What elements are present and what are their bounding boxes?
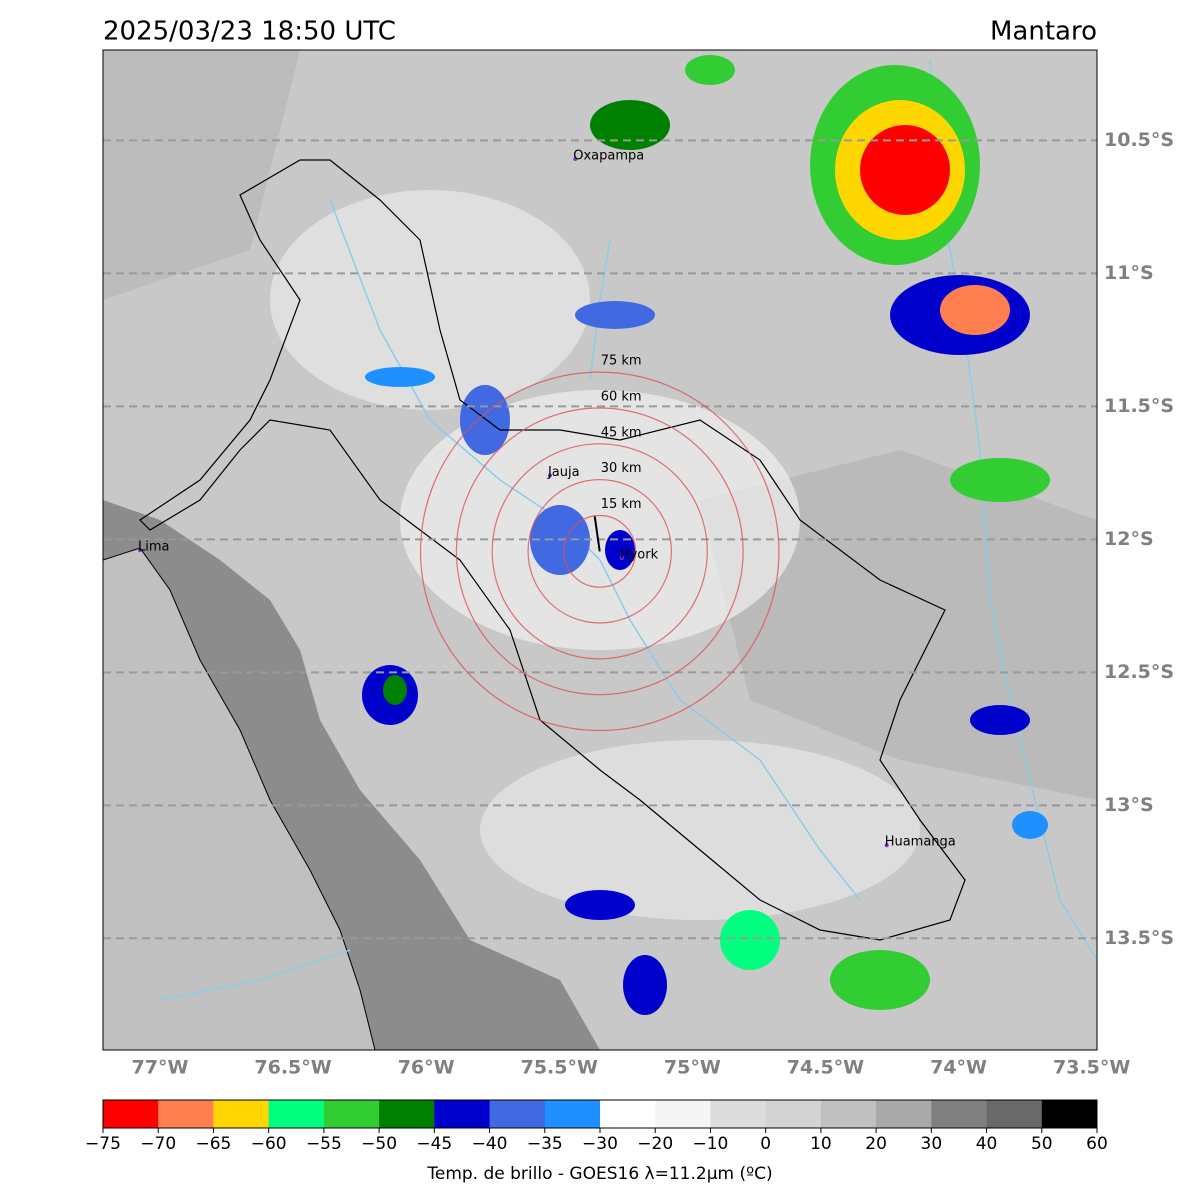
x-tick-label: 75°W: [664, 1057, 721, 1079]
colorbar-swatch: [655, 1100, 711, 1128]
colorbar-tick-label: 0: [760, 1134, 771, 1154]
map-frame: [102, 49, 1098, 1051]
colorbar-tick-label: 40: [976, 1134, 998, 1154]
ring-label: 15 km: [601, 497, 642, 512]
city-label: Jauja: [547, 465, 580, 480]
x-tick-label: 74°W: [930, 1057, 987, 1079]
colorbar-tick-label: −55: [306, 1134, 342, 1154]
colorbar-tick-label: 20: [865, 1134, 887, 1154]
range-ring: [563, 514, 637, 588]
y-tick-label: 11.5°S: [1104, 395, 1174, 417]
colorbar-swatch: [876, 1100, 932, 1128]
colorbar-tick-label: −65: [195, 1134, 231, 1154]
city-label: Hyork: [620, 547, 659, 562]
colorbar-label: Temp. de brillo - GOES16 λ=11.2μm (ºC): [426, 1164, 772, 1184]
y-tick-label: 12.5°S: [1104, 661, 1174, 683]
ring-label: 75 km: [601, 354, 642, 369]
colorbar-swatch: [103, 1100, 159, 1128]
range-ring: [455, 407, 744, 696]
region-name: Mantaro: [990, 17, 1097, 47]
cloud: [480, 740, 920, 920]
coastal-land: [103, 500, 600, 1050]
range-ring: [419, 371, 780, 732]
city-marker: [138, 548, 143, 552]
colorbar-swatch: [600, 1100, 656, 1128]
colorbar-swatch: [323, 1100, 380, 1128]
x-tick-label: 74.5°W: [787, 1057, 864, 1079]
cloud: [400, 390, 800, 650]
x-tick-label: 77°W: [132, 1057, 189, 1079]
city-label: Oxapampa: [573, 149, 644, 164]
cold-clouds: [362, 55, 1050, 1015]
colorbar-tick-label: −45: [416, 1134, 452, 1154]
y-tick-label: 11°S: [1104, 262, 1154, 284]
colorbar-tick-label: −50: [361, 1134, 397, 1154]
basin-outline: [139, 159, 966, 941]
x-tick-label: 76°W: [398, 1057, 455, 1079]
colorbar-swatch: [268, 1100, 325, 1128]
cloud: [270, 190, 590, 410]
colorbar-tick-label: −40: [472, 1134, 508, 1154]
colorbar-swatch: [434, 1100, 491, 1128]
colorbar-tick-label: 10: [810, 1134, 832, 1154]
ring-label: 30 km: [601, 461, 642, 476]
colorbar-tick-label: −75: [85, 1134, 121, 1154]
colorbar-swatch: [820, 1100, 877, 1128]
colorbar-tick-label: −30: [582, 1134, 618, 1154]
colorbar-swatch: [986, 1100, 1043, 1128]
title: 2025/03/23 18:50 UTC: [103, 17, 396, 47]
city-marker: [884, 843, 889, 848]
colorbar-tick-label: 30: [921, 1134, 943, 1154]
colorbar: −75 −70 −65 −60 −55 −50 −45 −40 −35 −30 −20 −10 0 10 2…: [85, 1099, 1108, 1184]
y-tick-label: 13.5°S: [1104, 927, 1174, 949]
colorbar-swatch: [544, 1100, 601, 1128]
colorbar-tick-label: −35: [527, 1134, 563, 1154]
grid: 77°W 76.5°W 76°W 75.5°W 75°W 74.5°W 74°W 73.5°W…: [103, 129, 1174, 1079]
colorbar-swatch: [710, 1100, 767, 1128]
colorbar-tick-label: −60: [251, 1134, 287, 1154]
colorbar-swatch: [765, 1100, 822, 1128]
x-tick-label: 75.5°W: [521, 1057, 598, 1079]
ocean: [103, 547, 376, 1050]
city-marker: [547, 473, 552, 478]
city-label: Huamanga: [885, 835, 956, 850]
city-marker: [573, 157, 578, 162]
city-marker: [619, 555, 624, 560]
colorbar-swatch: [379, 1100, 435, 1128]
colorbar-tick-label: 50: [1031, 1134, 1053, 1154]
colorbar-tick-label: −20: [637, 1134, 673, 1154]
map-imagery: [103, 50, 1097, 1050]
city-label: Lima: [138, 540, 169, 555]
colorbar-tick-label: −10: [692, 1134, 728, 1154]
colorbar-swatch: [213, 1100, 270, 1128]
y-tick-label: 13°S: [1104, 794, 1154, 816]
y-tick-label: 10.5°S: [1104, 129, 1174, 151]
x-tick-label: 76.5°W: [254, 1057, 331, 1079]
cities: Oxapampa Jauja Hyork Lima Huamanga: [138, 149, 956, 850]
colorbar-swatch: [1041, 1100, 1098, 1128]
colorbar-swatch: [158, 1100, 214, 1128]
radar-beam: [593, 516, 601, 552]
colorbar-swatch: [931, 1100, 988, 1128]
x-tick-label: 73.5°W: [1053, 1057, 1130, 1079]
y-tick-label: 12°S: [1104, 528, 1154, 550]
colorbar-swatch: [489, 1100, 546, 1128]
range-ring: [491, 443, 708, 660]
ring-label: 45 km: [601, 425, 642, 440]
terrain: [103, 50, 300, 300]
ring-label: 60 km: [601, 389, 642, 404]
colorbar-tick-label: −70: [140, 1134, 176, 1154]
range-ring: [527, 479, 673, 624]
range-rings: 15 km 30 km 45 km 60 km 75 km: [419, 354, 780, 732]
colorbar-tick-label: 60: [1086, 1134, 1108, 1154]
